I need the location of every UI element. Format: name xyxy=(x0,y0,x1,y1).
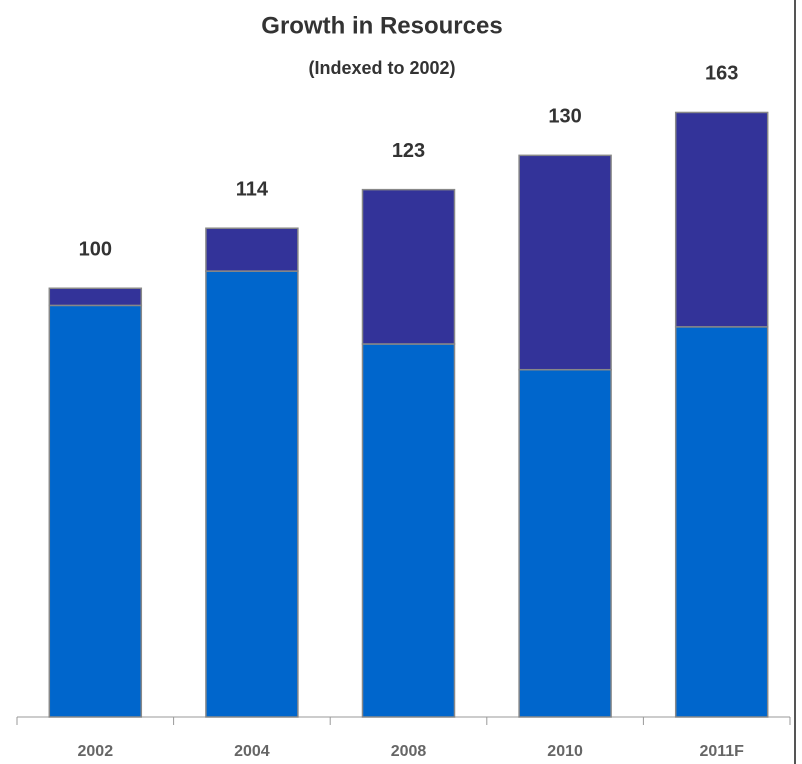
x-tick-label: 2010 xyxy=(547,743,583,760)
x-tick-label: 2004 xyxy=(234,743,270,760)
chart-title: Growth in Resources xyxy=(261,12,502,39)
x-tick-label: 2011F xyxy=(699,743,744,760)
bar-segment xyxy=(361,343,456,718)
chart-subtitle: (Indexed to 2002) xyxy=(308,58,455,78)
bar-segment xyxy=(205,270,299,718)
total-label: 163 xyxy=(705,63,738,85)
bar-segment xyxy=(205,227,299,272)
total-label: 100 xyxy=(79,239,112,261)
bar-segment xyxy=(674,111,769,328)
bar-segment xyxy=(48,287,143,307)
bar-segment xyxy=(674,326,769,718)
total-label: 123 xyxy=(392,140,425,162)
bar-segment xyxy=(518,368,612,718)
bar-segment xyxy=(48,304,143,718)
x-tick-label: 2002 xyxy=(78,743,114,760)
bar-segment xyxy=(518,154,612,371)
total-label: 114 xyxy=(236,179,269,201)
bar-segment xyxy=(361,188,456,345)
x-tick-label: 2008 xyxy=(391,743,427,760)
total-label: 130 xyxy=(548,106,581,128)
